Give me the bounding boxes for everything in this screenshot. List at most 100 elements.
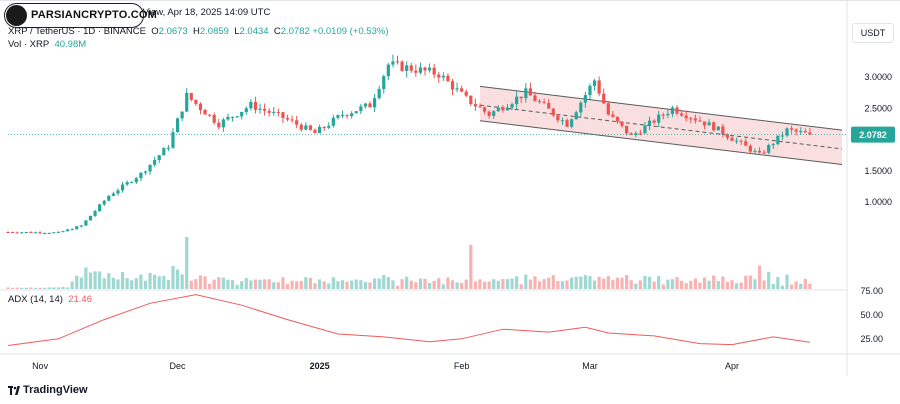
volume-bar [533,276,537,289]
candle-body [350,113,354,117]
volume-bar [153,274,157,289]
candle-body [377,89,381,99]
candle-body [606,103,610,115]
candle-body [583,95,587,103]
candle-body [409,65,413,71]
candle-body [304,125,308,130]
candle-body [267,110,271,113]
volume-bar [739,282,743,289]
volume-bar [785,274,789,289]
volume-bar [368,282,372,289]
candle-body [235,116,239,118]
candle-body [79,225,83,227]
candle-body [725,134,730,138]
candle-body [638,133,642,135]
candle-body [405,65,409,71]
volume-bar [602,278,606,289]
volume-bar [537,281,542,289]
candle-body [702,121,707,126]
price-tick-label: 3.0000 [864,72,892,82]
candle-body [423,67,427,71]
volume-bar [707,280,711,289]
candle-body [602,93,606,104]
candle-body [496,107,500,112]
volume-bar [698,282,702,289]
volume-bar [295,281,299,289]
volume-bar [345,281,349,289]
candle-body [102,200,106,205]
volume-bar [253,279,258,289]
channel-lower-line [479,120,843,165]
candle-body [130,182,134,184]
volume-bar [450,280,455,289]
tradingview-logo-icon [8,385,20,395]
candle-body [767,145,771,153]
candle-body [263,108,267,111]
volume-bar [281,277,285,289]
volume-bar [409,280,413,289]
volume-bar [597,276,601,289]
adx-tick-label: 25.00 [860,334,883,344]
volume-bar [52,287,56,289]
volume-value: 40.98M [54,39,87,50]
candle-body [157,155,161,161]
volume-bar [478,279,482,289]
candle-body [808,132,812,135]
candle-body [61,231,65,233]
volume-bar [464,279,468,289]
volume-bar [505,279,510,289]
header-source-text: ingView, Apr 18, 2025 14:09 UTC [130,7,271,18]
candle-body [15,232,19,234]
candle-body [395,61,400,63]
candle-body [524,88,528,99]
volume-bar [125,278,129,289]
volume-bar [441,284,445,289]
candle-body [629,133,633,135]
volume-bar [98,271,102,289]
last-price-badge [851,126,895,143]
volume-bar [203,276,207,289]
candle-body [661,114,665,116]
candle-body [52,232,56,234]
candle-body [359,106,363,112]
price-tick-label: 1.0000 [864,197,892,207]
candle-body [194,99,198,104]
volume-bar [235,284,239,289]
volume-bar [492,279,496,289]
volume-bar [551,275,555,289]
volume-bar [432,280,436,289]
volume-bar [93,271,97,289]
volume-bar [285,284,290,289]
candle-body [70,229,74,231]
symbol-label: XRP / TetherUS · 1D · BINANCE [8,26,146,37]
candle-body [318,127,322,134]
volume-bar [446,277,450,289]
open-value: 2.0673 [158,26,188,37]
candle-body [285,118,290,120]
currency-button[interactable]: USDT [852,23,894,43]
volume-bar [33,287,38,289]
volume-bar [350,280,354,289]
volume-bar [588,276,592,289]
volume-bar [611,280,615,289]
candle-body [322,127,326,129]
high-label: H [192,26,200,37]
volume-bar [15,287,19,289]
volume-bar [799,283,803,289]
volume-bar [84,267,88,289]
candle-body [556,115,560,121]
volume-bar [400,279,404,289]
footer-brand: TradingView [23,384,88,396]
candle-body [244,108,248,112]
volume-bar [102,278,106,289]
candle-body [762,152,766,154]
high-value: 2.0859 [199,26,229,37]
candle-body [153,160,157,165]
candle-body [276,111,280,113]
volume-bar [592,280,597,289]
close-label: C [273,26,281,37]
candle-body [400,61,404,71]
volume-bar [524,274,528,289]
candle-body [29,231,33,233]
volume-bar [547,277,551,289]
